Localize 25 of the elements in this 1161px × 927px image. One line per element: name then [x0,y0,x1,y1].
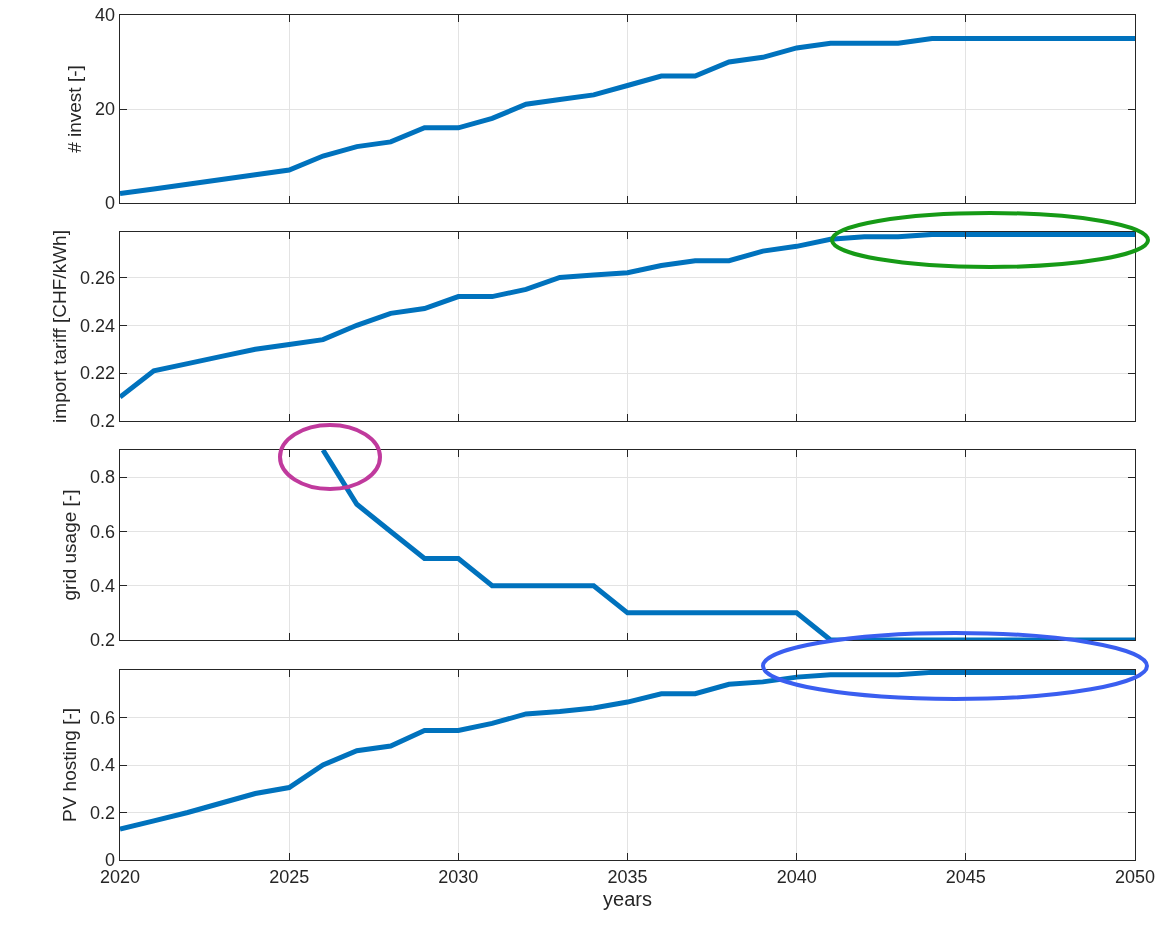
y-axis-title: # invest [-] [64,65,86,153]
y-tick-label: 0.8 [90,467,116,488]
y-tick-label: 0.2 [90,411,116,432]
y-tick-label: 40 [95,5,116,26]
y-axis-title: PV hosting [-] [59,707,81,823]
x-tick-label: 2030 [438,866,479,887]
x-tick-label: 2045 [945,866,986,887]
y-tick-label: 20 [95,99,116,120]
y-axis-title: import tariff [CHF/kWh] [49,230,71,423]
x-tick-label: 2050 [1114,866,1156,887]
y-tick-label: 0.2 [90,802,116,823]
y-tick-label: 0.4 [90,576,116,597]
y-tick-label: 0.6 [90,707,116,728]
y-tick-label: 0 [105,193,116,214]
y-tick-label: 0.4 [90,755,116,776]
x-tick-label: 2040 [776,866,817,887]
x-tick-label: 2025 [269,866,310,887]
x-tick-label: 2035 [607,866,648,887]
y-axis-title: grid usage [-] [59,489,81,601]
y-tick-label: 0.26 [80,267,116,288]
y-tick-label: 0.2 [90,630,116,651]
x-axis-title: years [603,888,652,911]
y-tick-label: 0.6 [90,521,116,542]
y-tick-label: 0.24 [80,315,116,336]
y-tick-label: 0.22 [80,363,116,384]
